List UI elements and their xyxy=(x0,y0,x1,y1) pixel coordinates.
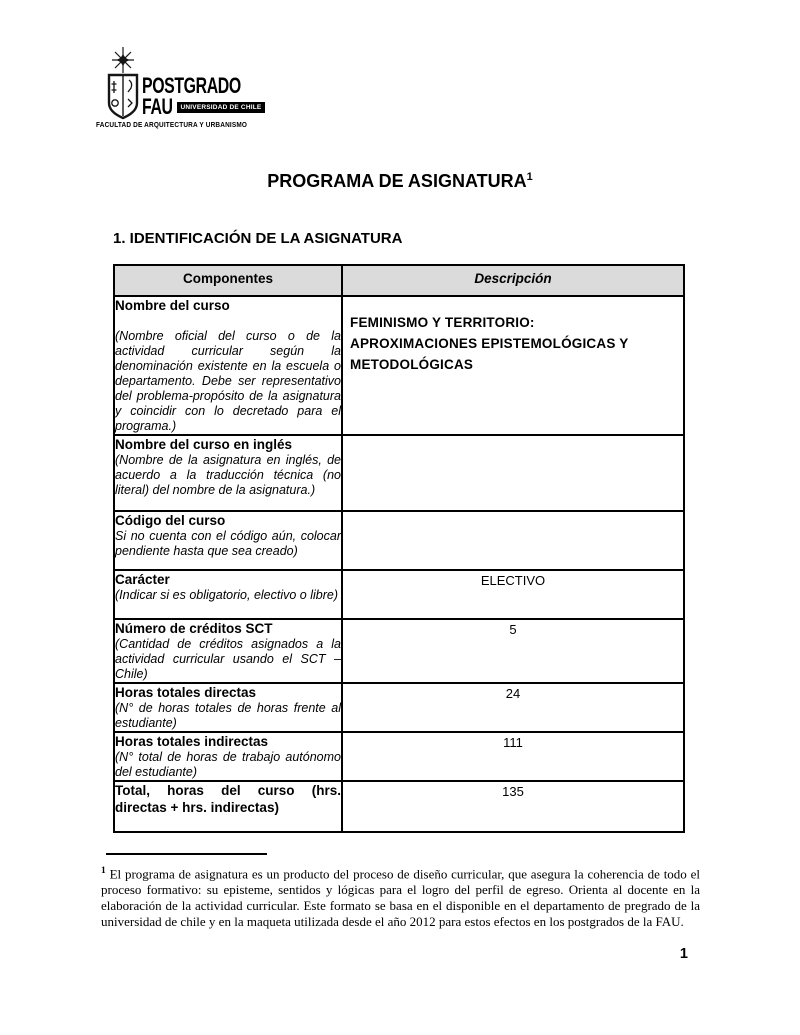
spacer xyxy=(115,314,341,329)
table-row: Nombre del curso (Nombre oficial del curs… xyxy=(113,295,685,436)
component-title: Horas totales indirectas xyxy=(115,734,269,749)
component-cell: Carácter (Indicar si es obligatorio, elec… xyxy=(113,569,343,620)
description-value: 135 xyxy=(502,784,524,799)
description-value: 111 xyxy=(503,735,523,750)
course-name-line: FEMINISMO Y TERRITORIO: xyxy=(350,315,535,330)
description-cell: 24 xyxy=(341,682,685,733)
component-cell: Nombre del curso en inglés (Nombre de la … xyxy=(113,434,343,512)
component-note: (Nombre oficial del curso o de la activi… xyxy=(115,329,341,433)
table-row: Código del curso Si no cuenta con el códi… xyxy=(113,510,685,571)
component-title: Nombre del curso en inglés xyxy=(115,437,293,452)
component-note: Si no cuenta con el código aún, colocar … xyxy=(115,529,341,558)
table-row: Horas totales indirectas (N° total de hor… xyxy=(113,731,685,782)
description-cell xyxy=(341,434,685,512)
component-title: Total, horas del curso (hrs. directas + … xyxy=(115,783,341,815)
footnote-text: El programa de asignatura es un producto… xyxy=(101,866,701,930)
logo-faculty-label: FACULTAD DE ARQUITECTURA Y URBANISMO xyxy=(96,120,248,129)
component-note: (Nombre de la asignatura en inglés, de a… xyxy=(115,453,341,497)
table-row: Carácter (Indicar si es obligatorio, elec… xyxy=(113,569,685,620)
document-title-text: PROGRAMA DE ASIGNATURA xyxy=(267,171,527,191)
logo-postgrado-label: POSTGRADO xyxy=(142,73,241,98)
university-crest-icon xyxy=(107,47,139,120)
column-header-componentes: Componentes xyxy=(113,264,343,297)
component-title: Carácter xyxy=(115,572,170,587)
component-cell: Número de créditos SCT (Cantidad de crédi… xyxy=(113,618,343,684)
description-cell: 111 xyxy=(341,731,685,782)
component-title: Número de créditos SCT xyxy=(115,621,273,636)
description-cell: 135 xyxy=(341,780,685,833)
description-value: ELECTIVO xyxy=(480,573,546,588)
table-header-row: Componentes Descripción xyxy=(113,264,685,297)
description-value xyxy=(343,512,683,514)
description-cell: ELECTIVO xyxy=(341,569,685,620)
footnote-marker: 1 xyxy=(101,866,106,876)
description-cell: FEMINISMO Y TERRITORIO: APROXIMACIONES EP… xyxy=(341,295,685,436)
component-cell: Horas totales directas (N° de horas total… xyxy=(113,682,343,733)
identification-table: Componentes Descripción Nombre del curso… xyxy=(113,264,685,833)
title-footnote-reference: 1 xyxy=(526,171,533,183)
component-cell: Nombre del curso (Nombre oficial del curs… xyxy=(113,295,343,436)
description-value xyxy=(343,436,683,438)
logo-university-badge: UNIVERSIDAD DE CHILE xyxy=(176,101,266,113)
description-cell xyxy=(341,510,685,571)
university-logo: POSTGRADO FAU UNIVERSIDAD DE CHILE FACUL… xyxy=(96,46,266,132)
page-number: 1 xyxy=(679,946,688,962)
table-row: Horas totales directas (N° de horas total… xyxy=(113,682,685,733)
component-note: (N° total de horas de trabajo autónomo d… xyxy=(115,750,341,779)
component-title: Horas totales directas xyxy=(115,685,257,700)
component-note: (N° de horas totales de horas frente al … xyxy=(115,701,341,730)
footnote: 1 El programa de asignatura es un produc… xyxy=(101,863,700,930)
component-note: (Cantidad de créditos asignados a la act… xyxy=(115,637,341,681)
footnote-separator xyxy=(106,853,267,855)
description-cell: 5 xyxy=(341,618,685,684)
section-heading: 1. IDENTIFICACIÓN DE LA ASIGNATURA xyxy=(113,230,403,247)
component-cell: Código del curso Si no cuenta con el códi… xyxy=(113,510,343,571)
component-title: Nombre del curso xyxy=(115,298,230,313)
logo-text: POSTGRADO FAU UNIVERSIDAD DE CHILE xyxy=(142,73,279,119)
course-name-line: APROXIMACIONES EPISTEMOLÓGICAS Y xyxy=(350,336,629,351)
component-cell: Horas totales indirectas (N° total de hor… xyxy=(113,731,343,782)
document-title: PROGRAMA DE ASIGNATURA1 xyxy=(0,171,800,192)
table-row: Número de créditos SCT (Cantidad de crédi… xyxy=(113,618,685,684)
column-header-descripcion: Descripción xyxy=(341,264,685,297)
logo-fau-label: FAU xyxy=(142,94,173,119)
component-cell: Total, horas del curso (hrs. directas + … xyxy=(113,780,343,833)
component-title: Código del curso xyxy=(115,513,226,528)
table-row: Nombre del curso en inglés (Nombre de la … xyxy=(113,434,685,512)
description-value: 5 xyxy=(509,622,517,637)
table-row: Total, horas del curso (hrs. directas + … xyxy=(113,780,685,833)
component-note: (Indicar si es obligatorio, electivo o l… xyxy=(115,588,339,602)
description-value: 24 xyxy=(505,686,521,701)
course-name-line: METODOLÓGICAS xyxy=(350,357,474,372)
